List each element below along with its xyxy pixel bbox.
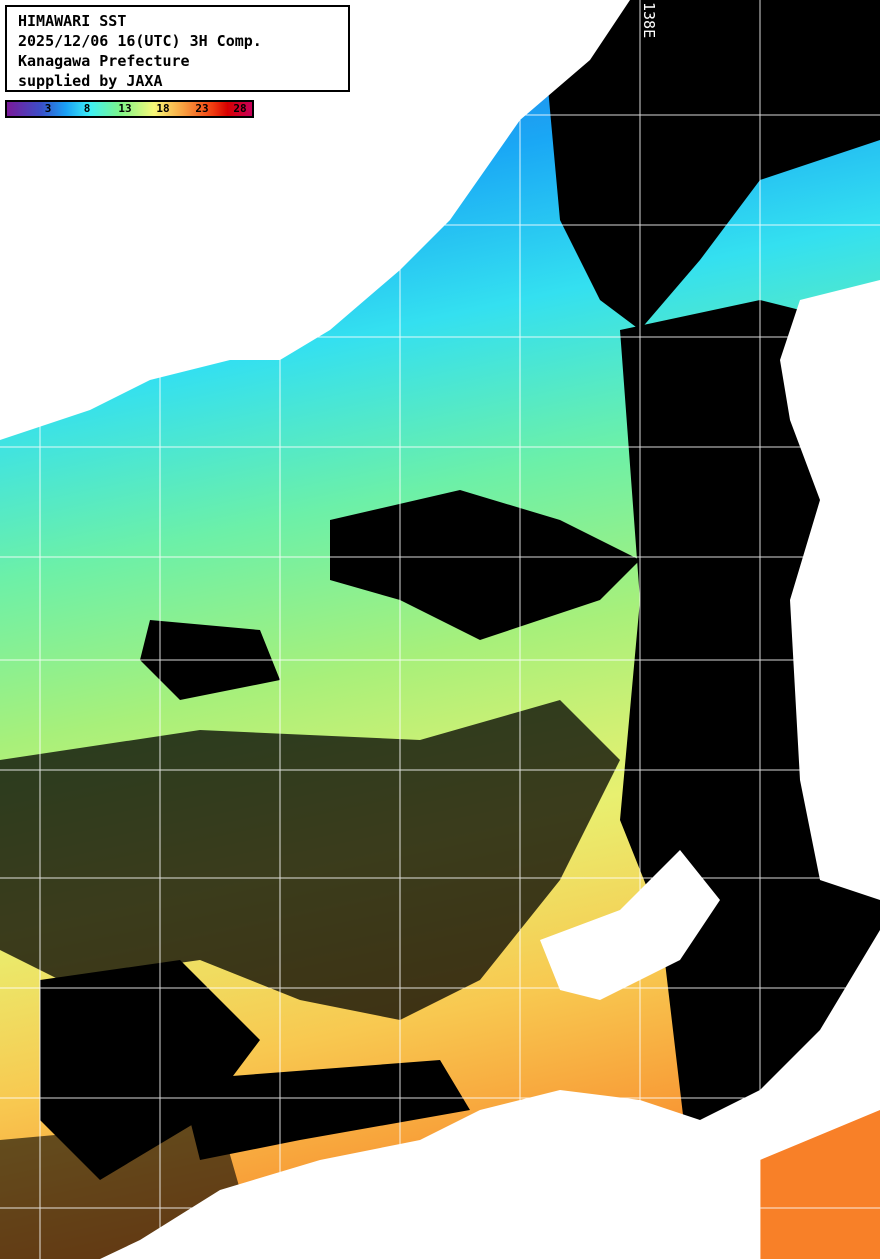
colorbar-tick: 13 <box>118 102 132 115</box>
color-scale-bar: 3 8 13 18 23 28 <box>5 100 254 118</box>
colorbar-tick: 18 <box>156 102 170 115</box>
colorbar-tick: 3 <box>44 102 52 115</box>
colorbar-tick: 23 <box>195 102 209 115</box>
region-line: Kanagawa Prefecture <box>18 52 190 70</box>
title-line: HIMAWARI SST <box>18 12 127 30</box>
credit-line: supplied by JAXA <box>18 72 163 90</box>
colorbar-tick: 28 <box>233 102 247 115</box>
title-box: HIMAWARI SST 2025/12/06 16(UTC) 3H Comp.… <box>5 5 350 92</box>
warm-water-patch <box>760 1110 880 1259</box>
colorbar-tick: 8 <box>83 102 91 115</box>
date-line: 2025/12/06 16(UTC) 3H Comp. <box>18 32 262 50</box>
longitude-label: 138E <box>640 2 658 39</box>
